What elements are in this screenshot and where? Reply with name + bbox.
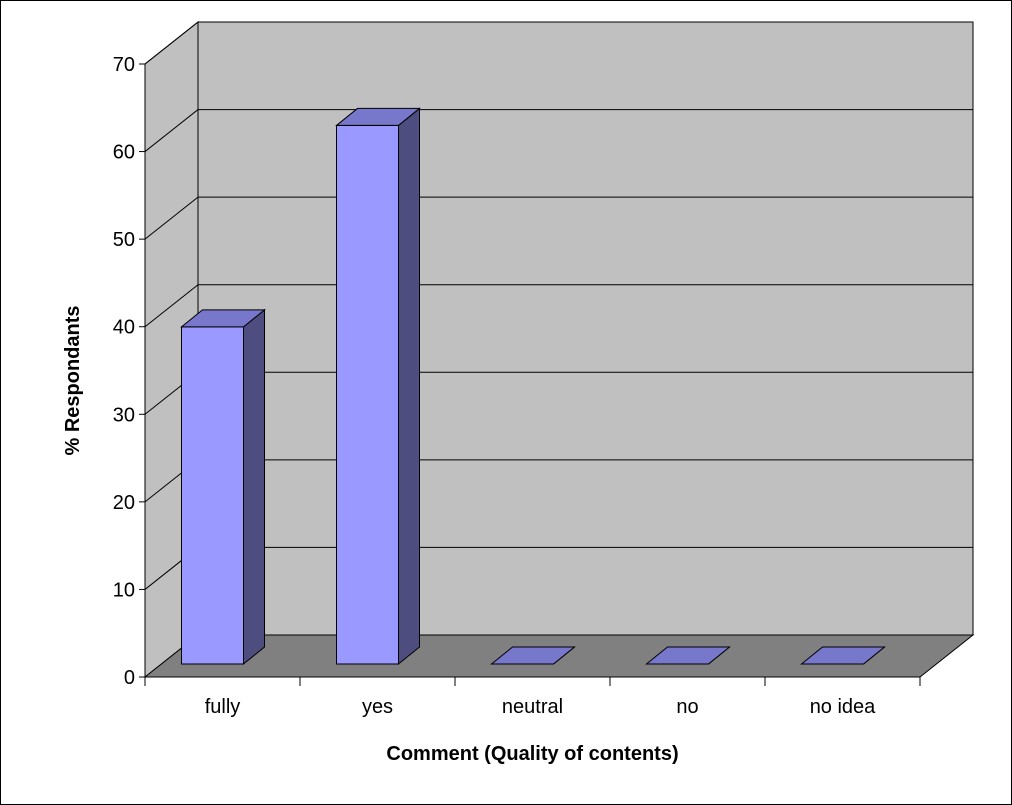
bar-side — [398, 107, 420, 666]
chart-walls — [143, 20, 975, 679]
y-tick-label: 60 — [113, 142, 135, 164]
y-tick-label: 40 — [113, 317, 135, 339]
back-wall — [197, 21, 974, 636]
x-tick-label: yes — [362, 696, 393, 718]
x-tick-labels: fully yes neutral no no idea — [144, 677, 921, 718]
x-tick-label: no idea — [810, 696, 876, 718]
y-tick-label: 50 — [113, 229, 135, 251]
bar-no-idea — [800, 646, 886, 665]
x-tick-label: no — [676, 696, 698, 718]
x-axis-title: Comment (Quality of contents) — [386, 743, 678, 765]
bar-top — [490, 646, 576, 665]
bar-neutral — [490, 646, 576, 665]
bar-top — [335, 107, 421, 126]
y-tick-label: 0 — [124, 667, 135, 689]
bar-top — [180, 309, 266, 328]
y-axis-title: % Respondants — [62, 305, 84, 455]
x-tick-label: fully — [205, 696, 241, 718]
bar-front — [181, 326, 244, 665]
y-tick-labels: 0 10 20 30 40 50 60 70 — [113, 54, 145, 689]
y-tick-label: 70 — [113, 54, 135, 76]
y-tick-label: 30 — [113, 404, 135, 426]
bars — [180, 107, 886, 666]
bar-side — [243, 308, 265, 666]
bar-front — [336, 124, 399, 665]
gridline-diagonal — [144, 196, 199, 240]
bar-top — [645, 646, 731, 665]
gridline-diagonal — [144, 109, 199, 152]
gridline-diagonal — [144, 21, 199, 65]
x-tick-label: neutral — [502, 696, 563, 718]
axes — [144, 64, 920, 678]
bar-top — [800, 646, 886, 665]
gridline-diagonal — [144, 284, 199, 328]
y-tick-label: 10 — [113, 579, 135, 601]
bar-no — [645, 646, 731, 665]
bar-fully — [180, 308, 266, 666]
y-tick-label: 20 — [113, 492, 135, 514]
bar-yes — [335, 107, 421, 666]
